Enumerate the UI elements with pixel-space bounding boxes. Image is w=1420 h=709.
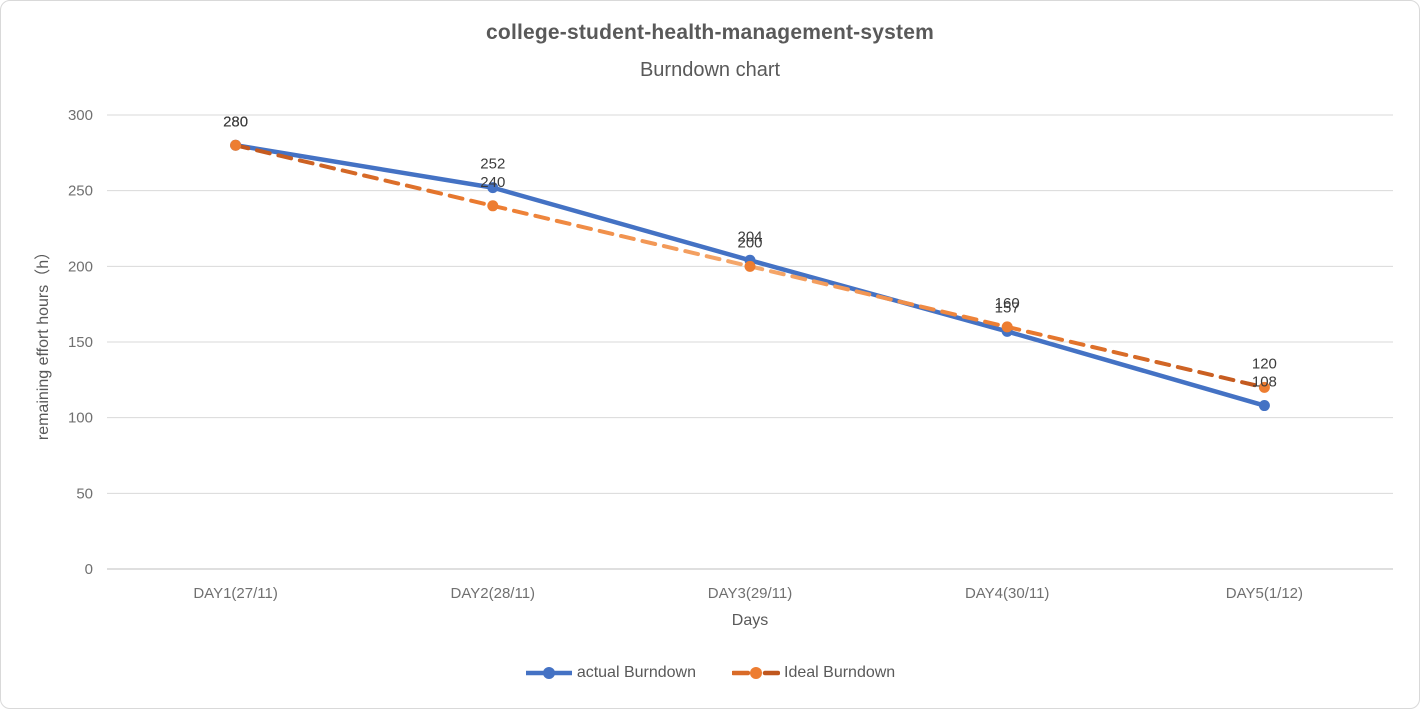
data-label-0-1: 252 xyxy=(480,156,505,173)
data-label-1-3: 160 xyxy=(995,295,1020,312)
x-axis-title: Days xyxy=(731,612,769,629)
data-label-0-0: 280 xyxy=(223,113,248,130)
series-marker-1 xyxy=(1001,321,1013,333)
series-marker-1 xyxy=(744,260,756,272)
data-label-1-4: 120 xyxy=(1252,355,1277,372)
chart-subtitle: Burndown chart xyxy=(639,59,781,81)
series-marker-1 xyxy=(487,200,499,212)
data-label-1-2: 200 xyxy=(737,234,762,251)
y-tick-label-50: 50 xyxy=(76,485,93,502)
actual-line-swatch-icon xyxy=(525,667,572,679)
y-axis-title: remaining effort hours（h） xyxy=(35,243,52,441)
legend-label-ideal: Ideal Burndown xyxy=(784,664,896,681)
x-tick-label: DAY2(28/11) xyxy=(451,585,536,602)
series-line-0 xyxy=(235,143,1266,408)
data-label-0-3: 157 xyxy=(995,299,1020,316)
y-tick-label-0: 0 xyxy=(85,561,93,578)
chart-title: college-student-health-management-system xyxy=(486,21,934,44)
x-tick-label: DAY1(27/11) xyxy=(193,585,278,602)
legend-item-actual: actual Burndown xyxy=(525,664,696,682)
data-label-1-1: 240 xyxy=(480,174,505,191)
series-marker-0 xyxy=(1258,400,1270,412)
x-tick-label: DAY3(29/11) xyxy=(708,585,793,602)
y-tick-label-250: 250 xyxy=(68,183,93,200)
legend-item-ideal: Ideal Burndown xyxy=(732,664,895,682)
series-marker-0 xyxy=(487,182,499,194)
series-marker-1 xyxy=(230,139,242,151)
series-marker-1 xyxy=(1258,381,1270,393)
data-label-0-4: 108 xyxy=(1252,374,1277,391)
x-tick-label: DAY4(30/11) xyxy=(965,585,1050,602)
y-tick-label-150: 150 xyxy=(68,334,93,351)
legend-label-actual: actual Burndown xyxy=(576,664,696,681)
y-tick-label-200: 200 xyxy=(68,258,93,275)
legend: actual Burndown Ideal Burndown xyxy=(1,664,1419,682)
data-label-1-0: 280 xyxy=(223,113,248,130)
y-tick-label-300: 300 xyxy=(68,107,93,124)
x-tick-label: DAY5(1/12) xyxy=(1226,585,1303,602)
data-label-0-2: 204 xyxy=(737,228,762,245)
y-tick-label-100: 100 xyxy=(68,410,93,427)
ideal-line-swatch-icon xyxy=(732,667,780,679)
